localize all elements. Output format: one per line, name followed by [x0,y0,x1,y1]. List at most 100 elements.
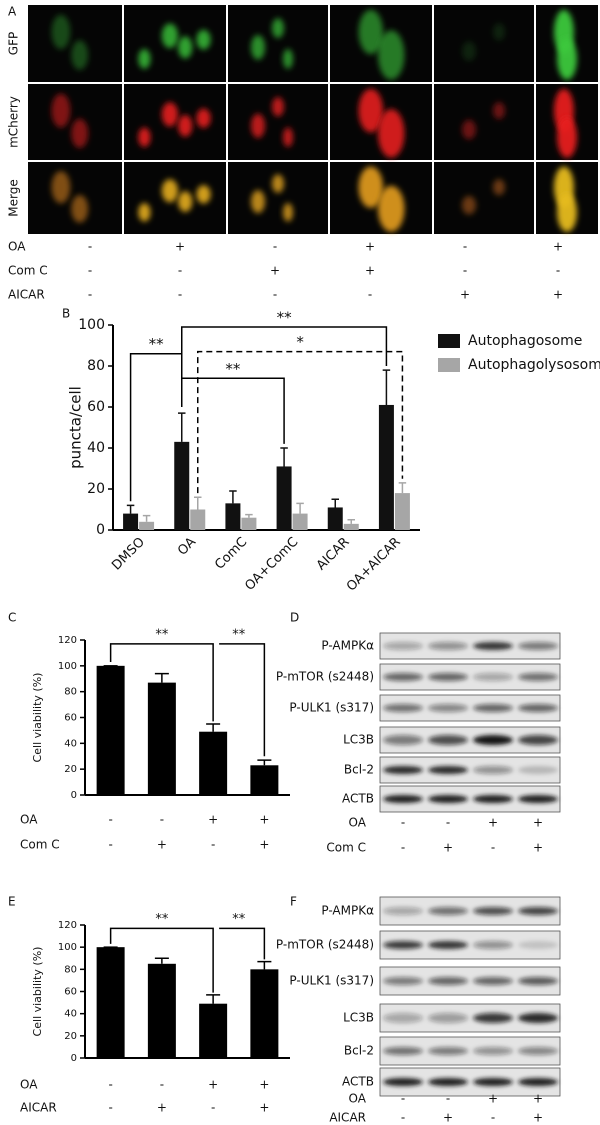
cell [51,171,71,204]
error-bar [178,412,186,442]
cell [377,109,405,158]
cell [251,113,265,138]
error-bar [347,519,355,524]
micrograph [228,5,328,82]
error-bar [245,513,253,518]
blot-band [518,766,558,774]
x-tick-label: OA+ComC [242,535,301,594]
error-bar [331,498,339,508]
bar [394,493,410,530]
treatment-sign: - [401,1092,405,1106]
significance: ** [277,309,293,327]
treatment-sign: - [556,264,560,278]
micrograph [434,5,534,82]
error-bar [257,759,272,766]
cell [493,23,505,41]
x-tick-label: OA+AICAR [344,535,404,595]
blot-band [473,673,513,681]
row-label: GFP [7,32,21,55]
blot-band [518,735,558,745]
bar [147,963,176,1058]
treatment-label: OA [349,816,367,830]
significance-bracket [197,350,404,494]
treatment-sign: + [443,1111,453,1125]
treatment-sign: + [157,1101,167,1115]
band-label: P-AMPKα [321,639,374,653]
treatment-sign: - [401,816,405,830]
panel-letter: B [62,307,70,321]
treatment-sign: - [491,841,495,855]
blot-band [383,1013,423,1023]
blot-band [473,735,513,745]
cell [196,108,211,128]
panel-letter: A [8,5,17,19]
treatment-sign: - [273,240,277,254]
treatment-sign: - [88,288,92,302]
treatment-sign: + [259,1078,269,1092]
legend-label: Autophagolysosome [468,357,600,373]
treatment-sign: - [463,264,467,278]
bar [139,521,155,530]
y-tick-label: 60 [64,713,77,724]
treatment-label: OA [349,1092,367,1106]
cell [377,30,405,80]
treatment-sign: - [401,841,405,855]
y-tick-label: 20 [64,1031,77,1042]
treatment-sign: + [259,813,269,827]
treatment-sign: - [273,288,277,302]
treatment-sign: + [533,1092,543,1106]
cell [283,49,293,69]
cell [51,93,71,128]
significance-bracket [129,352,183,502]
treatment-label: OA [20,813,38,827]
blot-band [428,941,468,949]
blot-band [383,907,423,915]
y-axis-label: puncta/cell [67,386,85,469]
legend-swatch [438,334,460,348]
panel-letter: C [8,611,16,625]
y-tick-label: 120 [58,635,77,646]
cell [272,97,284,117]
treatment-sign: - [108,813,112,827]
bar [123,513,139,530]
x-tick-label: DMSO [109,535,148,574]
significance: ** [232,912,246,927]
bar [199,1003,228,1058]
cell [138,49,151,69]
cell [196,29,211,50]
blot-band [428,1047,468,1055]
treatment-label: OA [8,240,26,254]
band-label: P-ULK1 (s317) [289,701,374,715]
y-tick-label: 20 [87,481,105,497]
treatment-label: Com C [8,264,48,278]
cell [358,88,384,133]
treatment-sign: - [160,813,164,827]
cell [251,190,265,214]
cell [71,118,89,148]
cell [161,102,179,127]
panel-letter: E [8,895,16,909]
blot-band [428,766,468,774]
y-axis-label: Cell viability (%) [31,947,44,1037]
bar [241,517,257,530]
treatment-sign: + [460,288,470,302]
treatment-label: AICAR [20,1101,57,1115]
blot-band [518,673,558,681]
error-bar [142,514,151,522]
bar [190,509,206,530]
error-bar [154,957,169,964]
cell [51,14,71,50]
treatment-sign: - [368,288,372,302]
error-bar [229,490,237,504]
error-bar [194,496,202,510]
blot-band [383,941,423,949]
panel-letter: F [290,895,297,909]
y-tick-label: 80 [64,964,77,975]
y-tick-label: 0 [71,790,77,801]
treatment-label: AICAR [8,288,45,302]
y-tick-label: 120 [58,920,77,931]
error-bar [206,723,221,732]
error-bar [280,447,288,467]
blot-band [473,941,513,949]
